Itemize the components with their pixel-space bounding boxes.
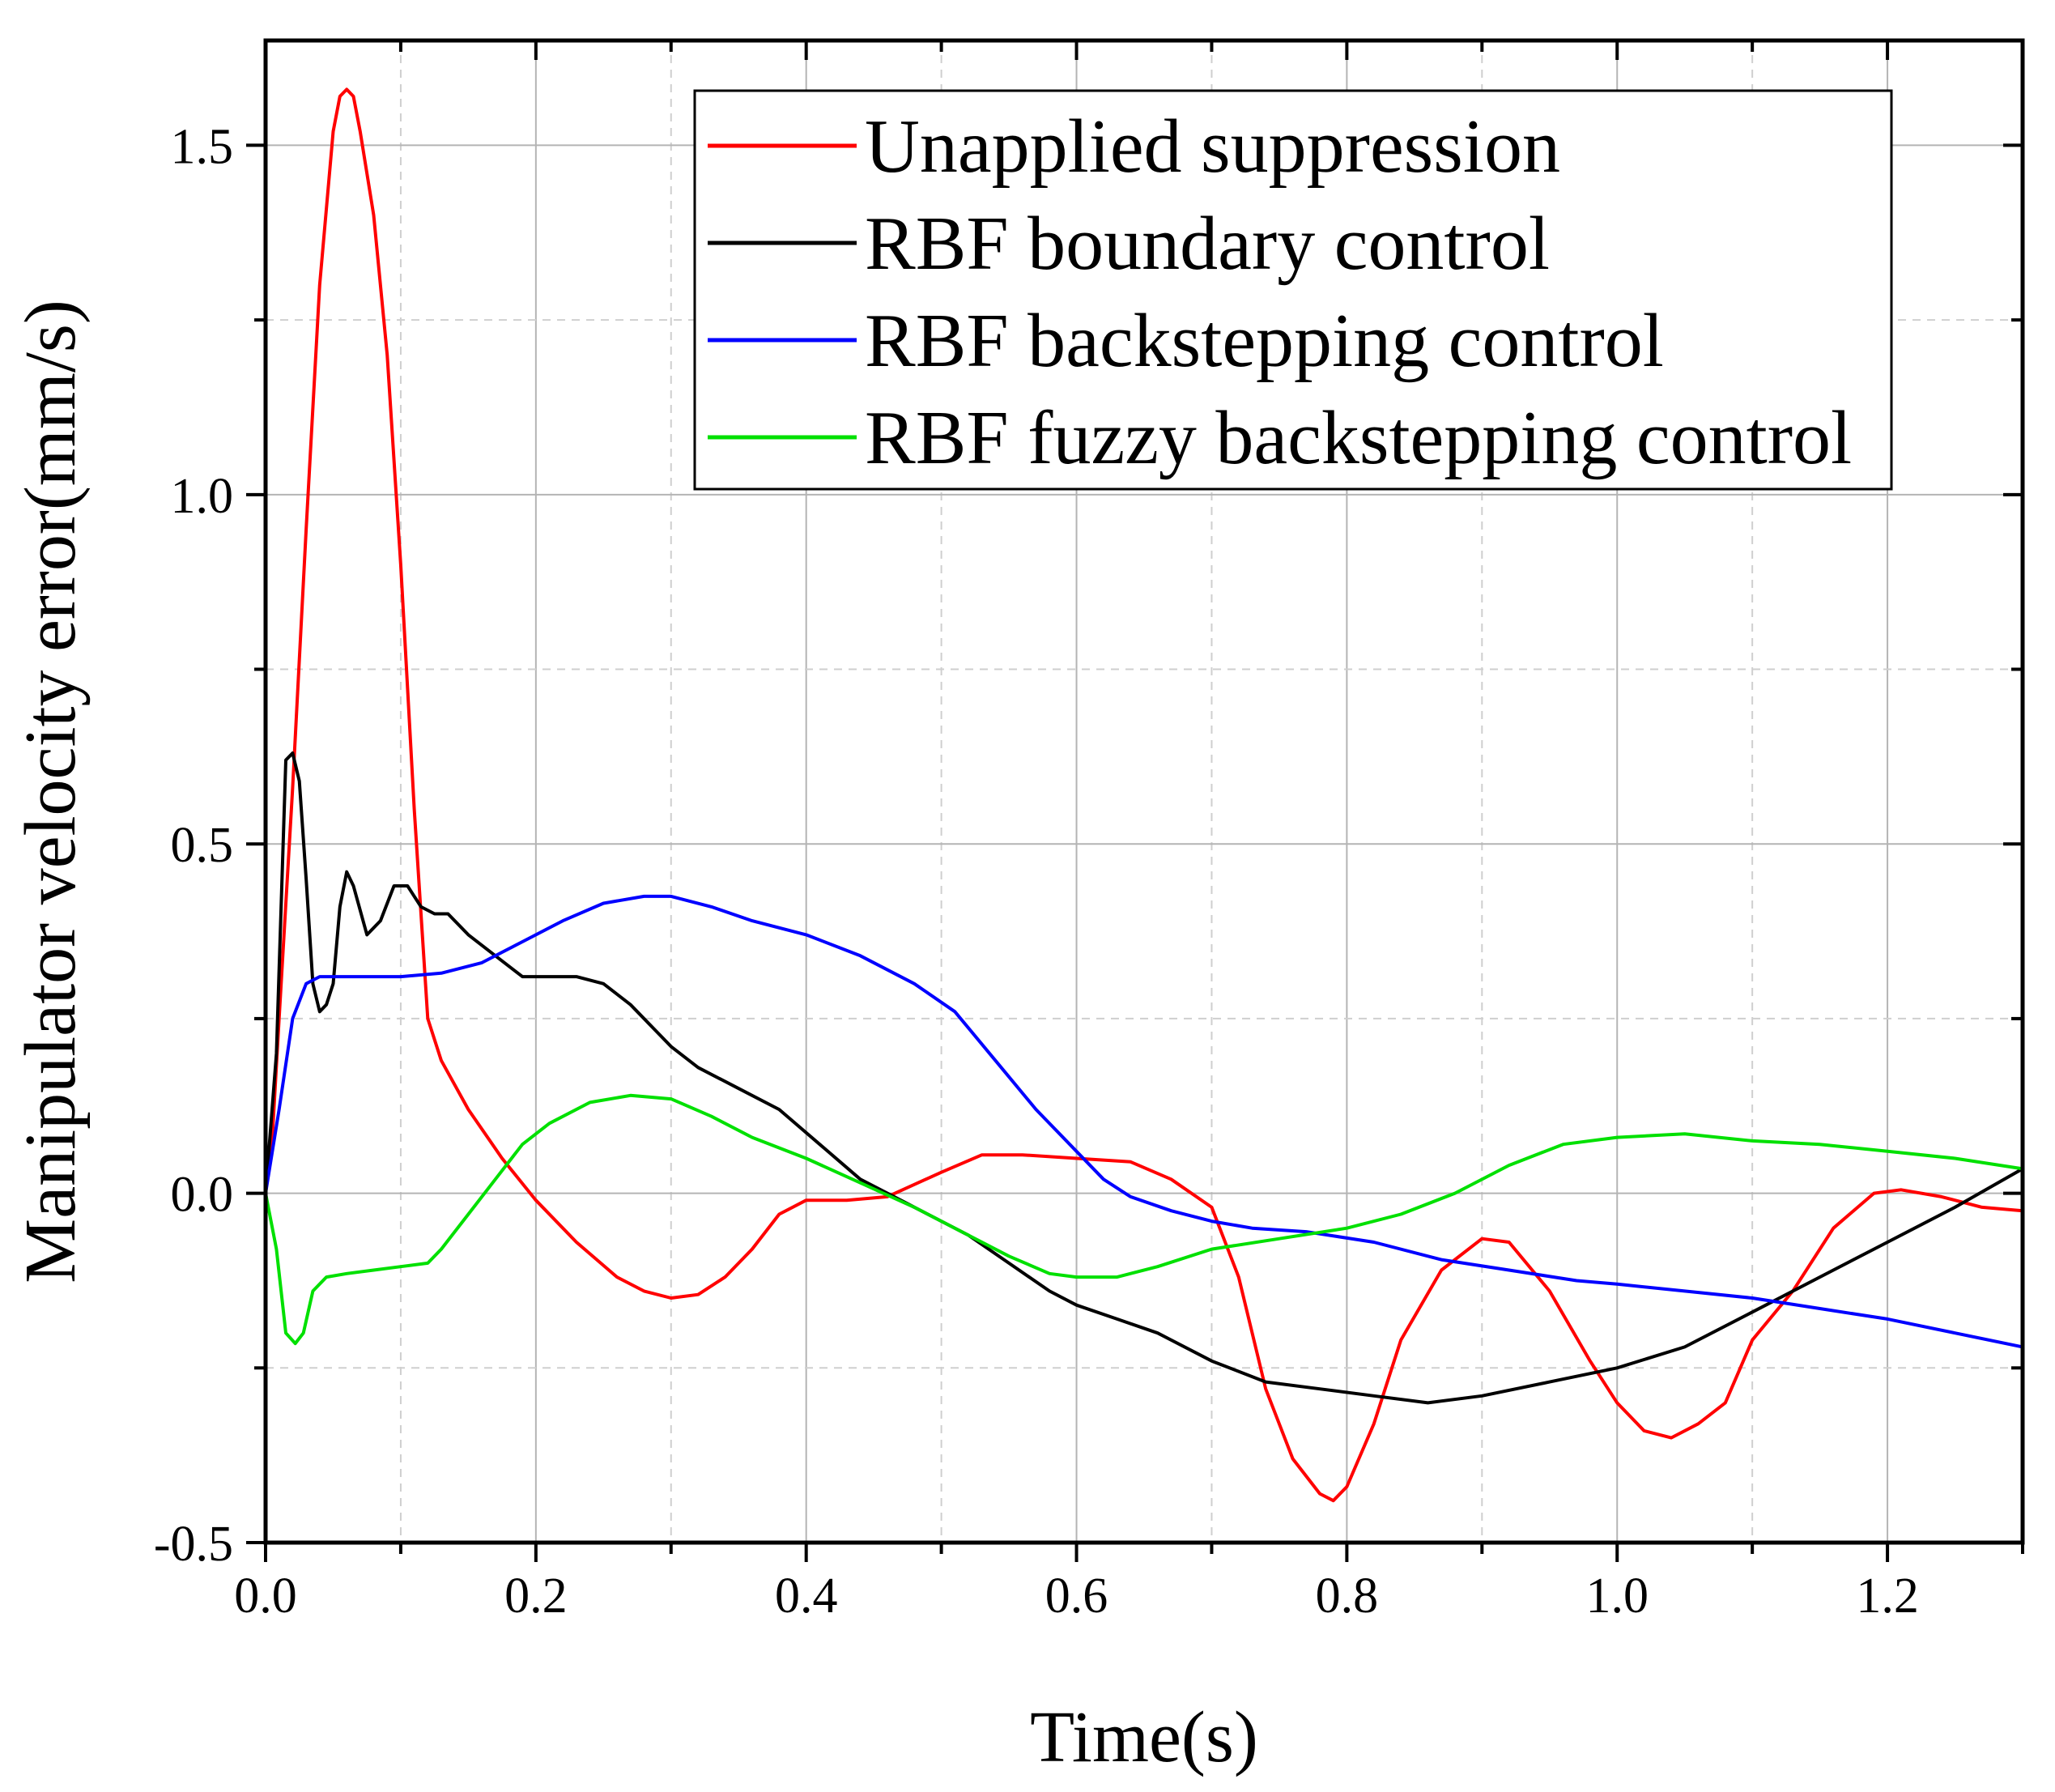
series-line-2 <box>264 751 2024 1405</box>
y-tick-label: -0.5 <box>154 1517 233 1572</box>
y-tick-labels: -0.5 0.0 0.5 1.0 1.5 <box>154 119 233 1572</box>
y-tick-label: 0.5 <box>171 818 234 873</box>
x-tick-label: 0.2 <box>504 1569 568 1624</box>
series-layer <box>264 87 2024 1503</box>
x-tick-labels: 0.0 0.2 0.4 0.6 0.8 1.0 1.2 <box>234 1569 1919 1624</box>
x-tick-label: 1.0 <box>1585 1569 1649 1624</box>
series-line-1 <box>264 87 2024 1503</box>
y-tick-label: 1.5 <box>171 119 234 174</box>
legend-label-2: RBF boundary control <box>865 202 1550 286</box>
y-tick-label: 1.0 <box>171 469 234 524</box>
x-tick-label: 0.6 <box>1045 1569 1108 1624</box>
legend-label-4: RBF fuzzy backstepping control <box>865 396 1852 480</box>
plot-frame <box>263 38 2025 1545</box>
legend-box <box>693 89 1893 491</box>
y-tick-label: 0.0 <box>171 1168 234 1223</box>
legend: Unapplied suppression RBF boundary contro… <box>693 89 1893 491</box>
series-line-3 <box>264 894 2024 1349</box>
x-tick-label: 0.8 <box>1316 1569 1379 1624</box>
series-line-4 <box>264 1093 2024 1346</box>
x-axis-title: Time(s) <box>1030 1697 1258 1777</box>
x-tick-label: 0.0 <box>234 1569 297 1624</box>
axis-ticks <box>246 40 2024 1562</box>
x-tick-label: 1.2 <box>1856 1569 1919 1624</box>
x-tick-label: 0.4 <box>775 1569 838 1624</box>
y-axis-title: Manipulator velocity error(mm/s) <box>11 300 91 1283</box>
legend-label-3: RBF backstepping control <box>865 299 1664 383</box>
grid-lines <box>266 40 2023 1543</box>
legend-label-1: Unapplied suppression <box>865 104 1560 189</box>
